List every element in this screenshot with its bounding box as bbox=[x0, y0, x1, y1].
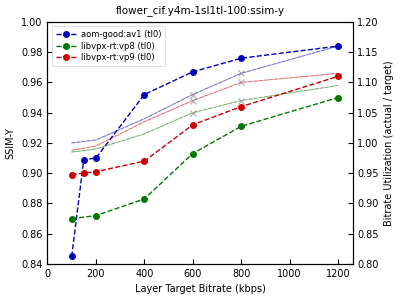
Line: aom-good:av1 (tl0): aom-good:av1 (tl0) bbox=[69, 43, 341, 259]
aom-good:av1 (tl0) bbox=[142, 93, 147, 96]
libvpx-rt:vp9 (tl0) bbox=[69, 173, 74, 176]
libvpx-rt:vp8 (tl0) bbox=[94, 214, 98, 217]
libvpx-rt:vp9 (tl0) bbox=[239, 105, 244, 108]
aom-good:av1 (tl0) bbox=[190, 70, 195, 74]
libvpx-rt:vp9 (tl0) bbox=[81, 171, 86, 175]
libvpx-rt:vp8 (tl0) bbox=[336, 96, 340, 99]
aom-good:av1 (tl0) bbox=[239, 56, 244, 60]
Legend: aom-good:av1 (tl0), libvpx-rt:vp8 (tl0), libvpx-rt:vp9 (tl0): aom-good:av1 (tl0), libvpx-rt:vp8 (tl0),… bbox=[52, 26, 166, 66]
aom-good:av1 (tl0) bbox=[336, 44, 340, 48]
libvpx-rt:vp8 (tl0) bbox=[69, 217, 74, 220]
Y-axis label: Bitrate Utilization (actual / target): Bitrate Utilization (actual / target) bbox=[384, 60, 394, 226]
X-axis label: Layer Target Bitrate (kbps): Layer Target Bitrate (kbps) bbox=[134, 284, 266, 294]
libvpx-rt:vp9 (tl0) bbox=[94, 170, 98, 173]
libvpx-rt:vp9 (tl0) bbox=[336, 75, 340, 78]
Title: flower_cif.y4m-1sl1tl-100:ssim-y: flower_cif.y4m-1sl1tl-100:ssim-y bbox=[116, 6, 284, 16]
libvpx-rt:vp8 (tl0) bbox=[142, 197, 147, 201]
Line: libvpx-rt:vp9 (tl0): libvpx-rt:vp9 (tl0) bbox=[69, 74, 341, 178]
aom-good:av1 (tl0) bbox=[94, 156, 98, 160]
libvpx-rt:vp9 (tl0) bbox=[190, 123, 195, 127]
Line: libvpx-rt:vp8 (tl0): libvpx-rt:vp8 (tl0) bbox=[69, 95, 341, 221]
aom-good:av1 (tl0) bbox=[81, 158, 86, 161]
libvpx-rt:vp8 (tl0) bbox=[239, 124, 244, 128]
aom-good:av1 (tl0) bbox=[69, 255, 74, 258]
libvpx-rt:vp8 (tl0) bbox=[190, 152, 195, 155]
libvpx-rt:vp9 (tl0) bbox=[142, 159, 147, 163]
Y-axis label: SSIM-Y: SSIM-Y bbox=[6, 127, 16, 159]
